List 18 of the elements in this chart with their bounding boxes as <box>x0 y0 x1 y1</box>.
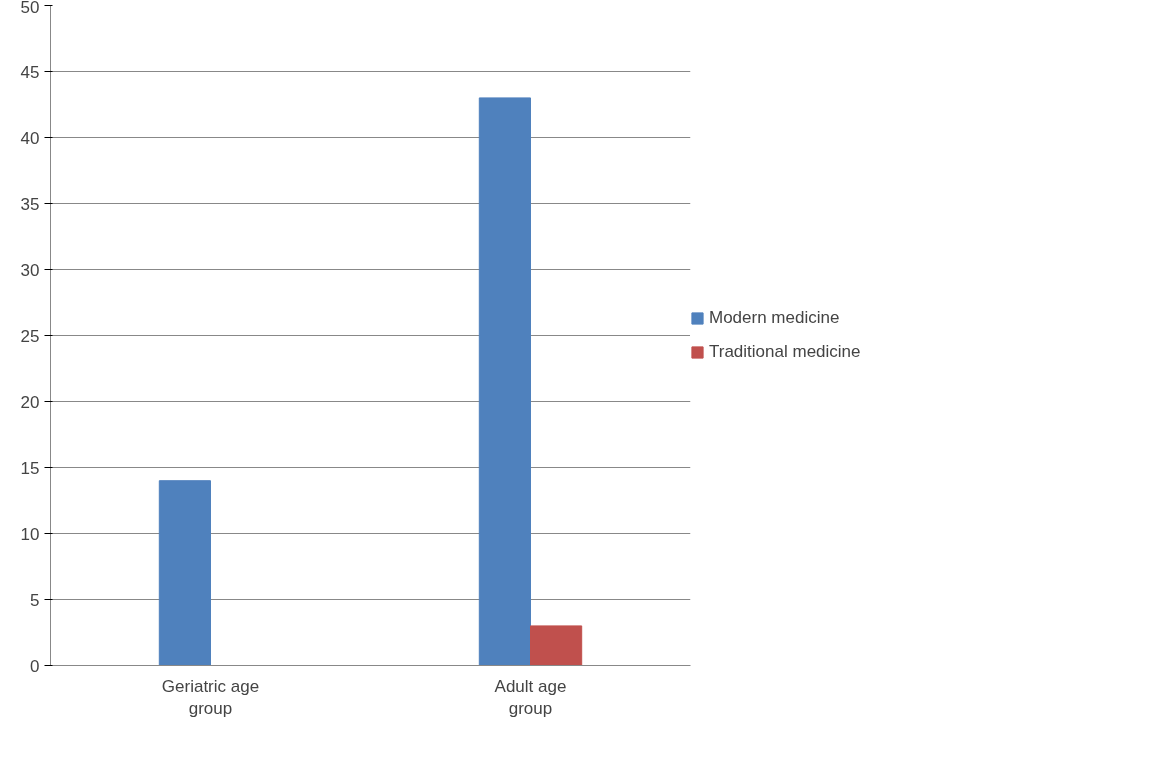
y-tick-label: 15 <box>20 458 40 478</box>
y-tick-label: 40 <box>20 128 40 148</box>
y-tick-label: 25 <box>20 326 40 346</box>
y-tick-label: 50 <box>20 0 40 17</box>
legend-label: Traditional medicine <box>709 342 861 362</box>
y-tick-label: 20 <box>20 392 40 412</box>
y-tick-label: 10 <box>20 524 40 544</box>
x-tick-label: Adult age group <box>494 676 567 719</box>
y-tick-label: 35 <box>20 194 40 214</box>
bar <box>158 480 211 666</box>
y-tick-label: 5 <box>30 590 40 610</box>
y-tick-label: 45 <box>20 62 40 82</box>
bar <box>478 97 531 666</box>
bar <box>530 625 583 666</box>
x-tick-label: Geriatric age group <box>161 676 260 719</box>
y-tick-label: 0 <box>30 656 40 676</box>
y-tick-label: 30 <box>20 260 40 280</box>
legend-label: Modern medicine <box>709 308 840 328</box>
